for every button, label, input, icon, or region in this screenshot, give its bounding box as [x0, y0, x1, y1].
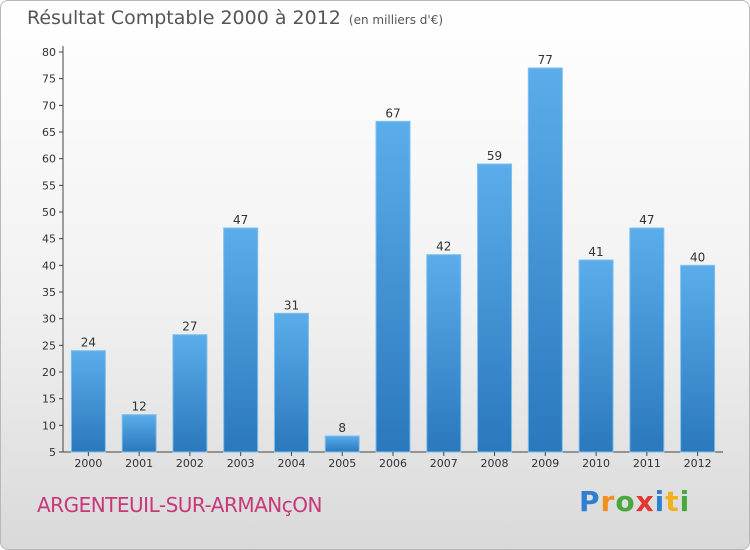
data-label-2000: 24: [81, 336, 96, 350]
data-label-2008: 59: [487, 149, 502, 163]
x-tick-label-2006: 2006: [379, 457, 407, 470]
data-label-2006: 67: [385, 106, 400, 120]
x-tick-label-2011: 2011: [633, 457, 661, 470]
x-tick-label-2008: 2008: [481, 457, 509, 470]
x-tick-label-2007: 2007: [430, 457, 458, 470]
bar-2001: [121, 414, 157, 453]
logo-letter: t: [665, 485, 680, 518]
y-tick-label: 15: [42, 393, 56, 406]
y-tick-label: 75: [42, 73, 56, 86]
x-tick-label-2010: 2010: [582, 457, 610, 470]
y-tick-label: 70: [42, 99, 56, 112]
data-label-2010: 41: [588, 245, 603, 259]
town-name: ARGENTEUIL-SUR-ARMANçON: [37, 493, 322, 517]
y-tick-label: 45: [42, 233, 56, 246]
x-tick-label-2003: 2003: [227, 457, 255, 470]
logo-letter: P: [579, 485, 601, 518]
y-tick-label: 60: [42, 153, 56, 166]
bar-2006: [375, 120, 411, 453]
y-tick-label: 5: [49, 446, 56, 459]
proxiti-logo[interactable]: Proxiti: [579, 485, 690, 518]
bar-2007: [426, 254, 462, 453]
bar-2005: [324, 435, 360, 453]
x-tick-label-2002: 2002: [176, 457, 204, 470]
data-label-2007: 42: [436, 240, 451, 254]
logo-letter: i: [679, 485, 691, 518]
y-tick-label: 65: [42, 126, 56, 139]
data-label-2002: 27: [182, 320, 197, 334]
y-tick-label: 50: [42, 206, 56, 219]
y-tick-label: 30: [42, 313, 56, 326]
chart-subtitle: (en milliers d'€): [348, 13, 444, 27]
y-tick-label: 10: [42, 419, 56, 432]
chart-title: Résultat Comptable 2000 à 2012 (en millie…: [27, 7, 443, 29]
logo-letter: i: [654, 485, 666, 518]
bar-2010: [578, 259, 614, 453]
data-label-2012: 40: [690, 250, 705, 264]
y-tick-label: 55: [42, 179, 56, 192]
bar-2004: [273, 312, 309, 453]
bar-2011: [629, 227, 665, 453]
logo-letter: r: [600, 485, 616, 518]
bar-2009: [527, 67, 563, 453]
data-label-2004: 31: [284, 298, 299, 312]
y-tick-label: 20: [42, 366, 56, 379]
x-tick-label-2012: 2012: [684, 457, 712, 470]
x-tick-label-2009: 2009: [531, 457, 559, 470]
data-label-2011: 47: [639, 213, 654, 227]
chart-title-text: Résultat Comptable 2000 à 2012: [27, 7, 341, 29]
y-tick-label: 25: [42, 339, 56, 352]
y-tick-label: 80: [42, 46, 56, 59]
bar-2012: [680, 264, 716, 453]
data-label-2003: 47: [233, 213, 248, 227]
bar-2008: [477, 163, 513, 453]
y-tick-label: 35: [42, 286, 56, 299]
logo-letter: x: [635, 485, 655, 518]
logo-letter: o: [615, 485, 636, 518]
bar-2003: [223, 227, 259, 453]
data-label-2009: 77: [538, 53, 553, 67]
x-tick-label-2005: 2005: [328, 457, 356, 470]
data-label-2001: 12: [132, 400, 147, 414]
x-tick-label-2001: 2001: [125, 457, 153, 470]
x-tick-label-2000: 2000: [74, 457, 102, 470]
x-tick-label-2004: 2004: [277, 457, 305, 470]
bar-2002: [172, 334, 208, 453]
data-label-2005: 8: [338, 421, 346, 435]
bar-2000: [70, 350, 106, 453]
y-tick-label: 40: [42, 259, 56, 272]
